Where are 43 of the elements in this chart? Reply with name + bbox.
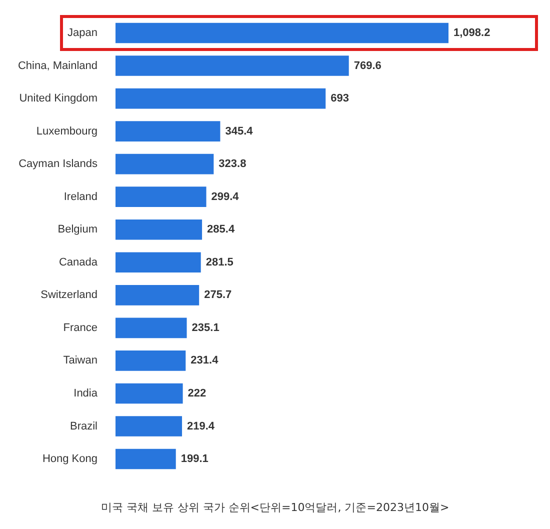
- bar: [115, 219, 202, 240]
- bar: [115, 416, 182, 436]
- data-label: 231.4: [190, 354, 220, 367]
- data-label: 769.6: [354, 60, 382, 72]
- bar: [115, 350, 186, 371]
- data-label: 222: [188, 388, 206, 400]
- y-tick-label: Japan: [68, 27, 98, 40]
- y-tick-label: Luxembourg: [36, 125, 98, 138]
- data-label: 235.1: [192, 322, 220, 334]
- data-label: 693: [330, 92, 349, 105]
- bar: [115, 448, 176, 470]
- bar: [115, 121, 220, 142]
- bar: [115, 186, 206, 207]
- y-tick-label: India: [74, 388, 98, 400]
- bar: [115, 154, 214, 174]
- bar: [115, 22, 448, 44]
- data-label: 275.7: [204, 289, 232, 302]
- data-label: 281.5: [206, 256, 234, 268]
- y-tick-label: Cayman Islands: [18, 158, 98, 170]
- y-tick-label: China, Mainland: [18, 60, 98, 72]
- y-tick-label: Belgium: [58, 224, 98, 236]
- data-label: 323.8: [218, 158, 246, 170]
- bar: [115, 56, 349, 76]
- y-tick-label: Canada: [58, 256, 98, 268]
- bar: [115, 383, 183, 404]
- data-label: 219.4: [187, 420, 216, 432]
- y-tick-label: Switzerland: [40, 289, 98, 302]
- data-label: 285.4: [207, 224, 236, 236]
- bar: [115, 318, 187, 338]
- bar: [115, 252, 201, 273]
- text: 미국 국채 보유 상위 국가 순위<단위=10억달러, 기준=2023년10월>: [100, 500, 450, 515]
- y-tick-label: Brazil: [70, 420, 98, 432]
- bar: [115, 88, 326, 109]
- y-tick-label: France: [63, 322, 98, 334]
- y-tick-label: Ireland: [64, 190, 98, 203]
- data-label: 1,098.2: [453, 27, 490, 40]
- data-label: 299.4: [211, 190, 240, 203]
- y-tick-label: Hong Kong: [42, 453, 98, 466]
- y-tick-label: United Kingdom: [19, 92, 98, 105]
- data-label: 345.4: [225, 125, 254, 138]
- bar: [115, 285, 200, 306]
- y-tick-label: Taiwan: [63, 354, 98, 367]
- data-label: 199.1: [180, 453, 208, 466]
